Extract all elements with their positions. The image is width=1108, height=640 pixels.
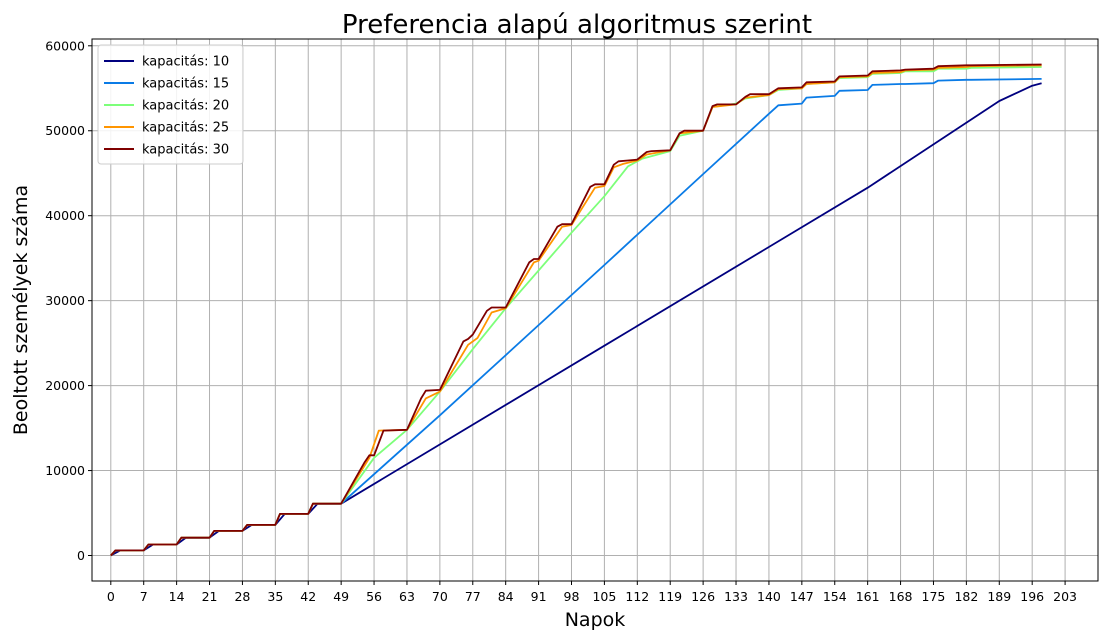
x-tick-label: 84 [498,589,514,604]
x-tick-label: 126 [691,589,715,604]
x-tick-label: 112 [625,589,649,604]
y-tick-label: 20000 [45,378,85,393]
x-tick-label: 182 [954,589,978,604]
x-tick-label: 98 [564,589,580,604]
series-lines [110,63,1042,557]
chart-title: Preferencia alapú algoritmus szerint [342,10,812,40]
x-tick-label: 119 [658,589,682,604]
x-tick-label: 147 [790,589,814,604]
y-tick-label: 10000 [45,463,85,478]
x-axis-label: Napok [565,609,626,631]
x-tick-label: 0 [107,589,115,604]
x-tick-label: 154 [823,589,847,604]
x-tick-label: 196 [1020,589,1044,604]
legend-box [97,44,244,165]
plot-frame [91,38,1099,582]
x-tick-label: 161 [856,589,880,604]
x-tick-label: 203 [1053,589,1077,604]
ticks: 0 7 14 21 28 35 42 49 56 63 70 77 84 91 98 105 112 119 126… [45,38,1077,604]
x-tick-label: 77 [465,589,481,604]
legend-label-2: kapacitás: 20 [142,99,229,114]
x-tick-label: 49 [333,589,349,604]
x-tick-label: 70 [432,589,448,604]
y-tick-label: 40000 [45,208,85,223]
x-tick-label: 189 [987,589,1011,604]
x-tick-label: 21 [202,589,218,604]
y-tick-label: 60000 [45,38,85,53]
x-tick-label: 91 [531,589,547,604]
y-axis-label: Beoltott személyek száma [10,185,32,435]
x-tick-label: 56 [366,589,382,604]
x-tick-label: 42 [300,589,316,604]
x-tick-label: 7 [140,589,148,604]
legend-label-3: kapacitás: 25 [142,121,229,136]
x-tick-label: 35 [267,589,283,604]
y-tick-label: 50000 [45,123,85,138]
legend: kapacitás: 10 kapacitás: 15 kapacitás: 20 k… [97,44,244,165]
x-tick-label: 28 [234,589,250,604]
x-tick-label: 140 [757,589,781,604]
x-tick-label: 105 [592,589,616,604]
x-tick-label: 168 [889,589,913,604]
legend-label-0: kapacitás: 10 [142,55,229,70]
y-tick-label: 30000 [45,293,85,308]
series-line-4 [110,63,1042,557]
x-tick-label: 14 [169,589,185,604]
x-tick-label: 175 [922,589,946,604]
legend-label-1: kapacitás: 15 [142,77,229,92]
y-tick-label: 0 [77,548,85,563]
legend-label-4: kapacitás: 30 [142,143,229,158]
x-tick-label: 63 [399,589,415,604]
x-tick-label: 133 [724,589,748,604]
